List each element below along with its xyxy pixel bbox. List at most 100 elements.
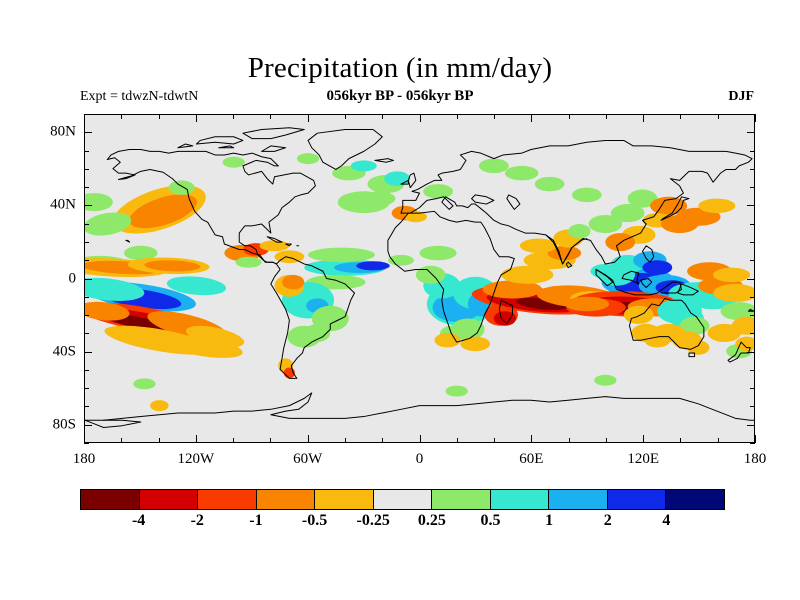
y-tick-right bbox=[750, 114, 755, 115]
anomaly-region bbox=[588, 214, 623, 234]
anomaly-region bbox=[168, 180, 195, 195]
colorbar-segment-4 bbox=[315, 490, 374, 509]
coastline bbox=[688, 352, 696, 358]
x-tick-top bbox=[270, 114, 271, 119]
y-tick-right bbox=[750, 151, 755, 152]
coastline bbox=[266, 236, 283, 243]
anomaly-region bbox=[519, 238, 557, 254]
anomaly-region bbox=[304, 323, 331, 343]
anomaly-region bbox=[222, 156, 245, 168]
y-axis-label-80N: 80N bbox=[50, 123, 76, 140]
anomaly-region bbox=[350, 160, 377, 172]
x-tick bbox=[233, 438, 234, 443]
map-canvas bbox=[85, 115, 754, 442]
colorbar-segment-9 bbox=[607, 490, 667, 509]
colorbar-segment-10 bbox=[666, 490, 725, 509]
anomaly-region bbox=[282, 274, 305, 290]
y-tick-right bbox=[747, 352, 755, 353]
colorbar-segment-0 bbox=[81, 490, 140, 509]
colorbar-segment-6 bbox=[432, 490, 491, 509]
x-tick-top bbox=[159, 114, 160, 119]
coastline bbox=[85, 419, 142, 428]
anomaly-region bbox=[434, 332, 461, 348]
coastline bbox=[177, 143, 194, 149]
anomaly-region bbox=[296, 153, 320, 165]
y-tick bbox=[84, 425, 92, 426]
anomaly-region bbox=[307, 247, 375, 263]
anomaly-region bbox=[623, 305, 654, 324]
y-tick bbox=[84, 114, 89, 115]
x-tick bbox=[345, 438, 346, 443]
x-axis-label-180: 180 bbox=[72, 451, 96, 467]
colorbar-segment-8 bbox=[549, 490, 608, 509]
anomaly-region bbox=[185, 325, 245, 348]
anomaly-region bbox=[713, 283, 754, 303]
coastline bbox=[621, 270, 640, 285]
colorbar-segment-3 bbox=[256, 490, 316, 509]
season-label: DJF bbox=[728, 89, 754, 104]
x-tick bbox=[606, 438, 607, 443]
figure-subtitle: 056kyr BP - 056kyr BP bbox=[326, 88, 474, 104]
anomaly-region bbox=[679, 316, 710, 335]
coastline bbox=[471, 194, 495, 205]
y-tick-right bbox=[750, 406, 755, 407]
y-tick bbox=[84, 279, 92, 280]
x-tick-top bbox=[494, 114, 495, 119]
y-tick-right bbox=[750, 333, 755, 334]
x-tick bbox=[420, 435, 421, 443]
coastline bbox=[106, 157, 277, 265]
colorbar-tick--2: -2 bbox=[190, 512, 204, 529]
colorbar-tick-4: 4 bbox=[662, 512, 671, 529]
y-tick bbox=[84, 406, 89, 407]
coastline bbox=[400, 139, 753, 265]
anomaly-region bbox=[571, 187, 602, 203]
anomaly-region bbox=[644, 332, 671, 348]
y-tick-right bbox=[747, 279, 755, 280]
anomaly-region bbox=[235, 256, 262, 268]
y-tick-right bbox=[750, 187, 755, 188]
colorbar-tick-0.5: 0.5 bbox=[480, 512, 501, 529]
coastline bbox=[565, 261, 573, 269]
coastline bbox=[545, 234, 588, 265]
anomaly-region bbox=[361, 191, 396, 206]
y-tick bbox=[84, 169, 89, 170]
anomaly-contour-layer bbox=[85, 153, 754, 412]
y-tick bbox=[84, 224, 89, 225]
coastline bbox=[270, 256, 355, 379]
x-tick-top bbox=[680, 114, 681, 119]
x-tick-top bbox=[755, 114, 756, 122]
x-tick bbox=[196, 435, 197, 443]
y-tick bbox=[84, 151, 89, 152]
x-tick-top bbox=[308, 114, 309, 122]
x-tick bbox=[643, 435, 644, 443]
anomaly-region bbox=[143, 202, 187, 224]
coastline bbox=[387, 210, 515, 343]
anomaly-region bbox=[150, 400, 169, 412]
coastline bbox=[85, 392, 754, 421]
y-tick-right bbox=[750, 169, 755, 170]
anomaly-region bbox=[144, 260, 201, 272]
coastline bbox=[125, 239, 131, 243]
coastline bbox=[106, 148, 279, 167]
y-tick bbox=[84, 132, 92, 133]
x-tick bbox=[569, 438, 570, 443]
colorbar-segment-1 bbox=[139, 490, 199, 509]
anomaly-region bbox=[610, 204, 645, 223]
colorbar bbox=[80, 489, 725, 510]
anomaly-region bbox=[568, 224, 591, 239]
coastline bbox=[498, 299, 513, 325]
colorbar-tick-2: 2 bbox=[603, 512, 612, 529]
anomaly-region bbox=[356, 261, 390, 271]
coastline bbox=[628, 297, 705, 350]
coastline bbox=[242, 127, 305, 140]
anomaly-region bbox=[627, 189, 658, 208]
anomaly-region bbox=[707, 323, 742, 343]
x-tick-top bbox=[531, 114, 532, 122]
y-tick bbox=[84, 352, 92, 353]
y-tick bbox=[84, 242, 89, 243]
anomaly-region bbox=[547, 245, 582, 261]
x-tick-top bbox=[569, 114, 570, 119]
x-axis-label-60W: 60W bbox=[293, 451, 323, 467]
y-tick-right bbox=[750, 443, 755, 444]
coastline bbox=[307, 129, 383, 170]
